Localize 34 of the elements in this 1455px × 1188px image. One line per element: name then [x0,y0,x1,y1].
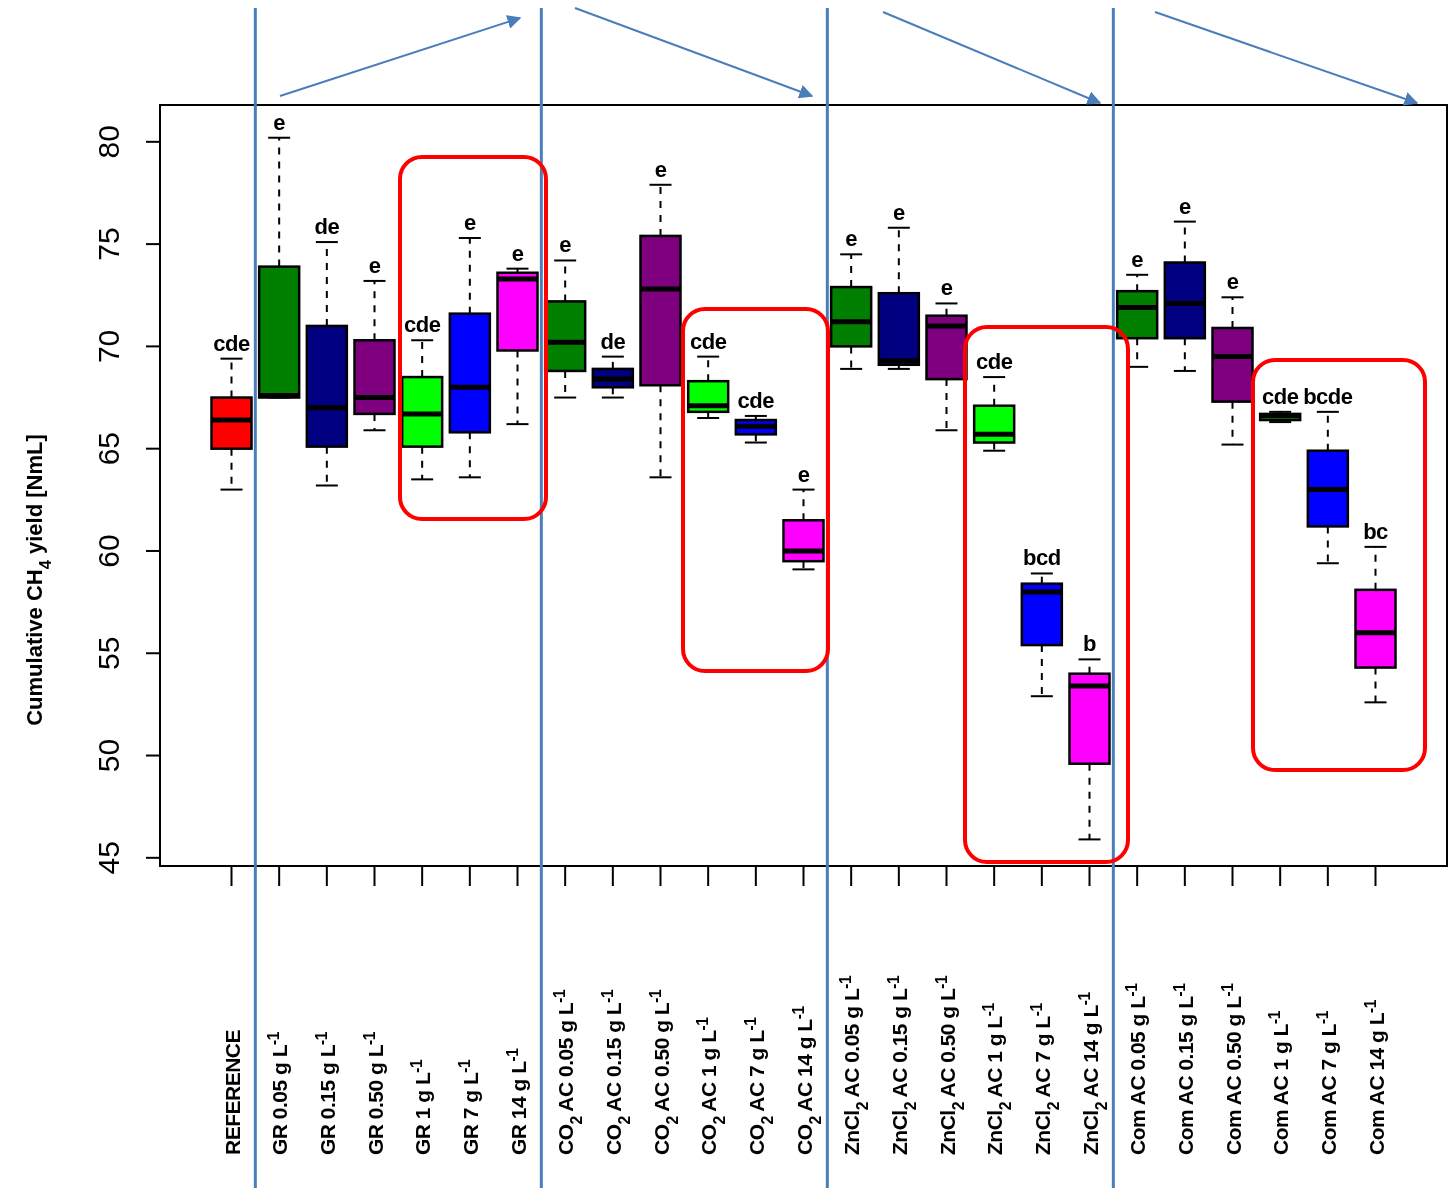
annotation: e [368,252,381,278]
annotation: de [314,214,340,240]
x-tick-label: REFERENCE [220,1029,244,1155]
annotation: e [940,275,953,301]
annotation: e [654,156,667,182]
annotation: e [892,199,905,225]
annotation: bcd [1023,545,1061,571]
y-tick-label: 70 [91,329,125,364]
y-tick-label: 45 [91,841,125,875]
annotation: cde [1261,383,1299,409]
annotation: bc [1363,518,1389,544]
annotation: cde [213,330,250,356]
annotation: bcde [1303,383,1353,409]
annotation: e [559,232,572,258]
y-tick-label: 80 [91,125,125,159]
annotation: de [600,328,626,354]
annotation: b [1083,631,1097,657]
annotation: e [845,226,858,252]
annotation: cde [689,328,727,354]
annotation: cde [737,387,775,413]
y-tick-label: 65 [91,431,125,466]
annotation: e [1131,246,1144,272]
annotation: e [273,109,286,135]
annotation: e [511,240,524,266]
annotation: e [1178,193,1191,219]
y-tick-label: 50 [91,738,125,773]
annotation: e [463,209,476,235]
y-tick-label: 60 [91,534,125,568]
annotation: e [797,461,810,487]
annotation: e [1226,269,1239,295]
annotation: cde [403,312,441,338]
annotation: cde [975,349,1013,375]
y-tick-label: 55 [91,636,125,670]
y-tick-label: 75 [91,227,125,261]
